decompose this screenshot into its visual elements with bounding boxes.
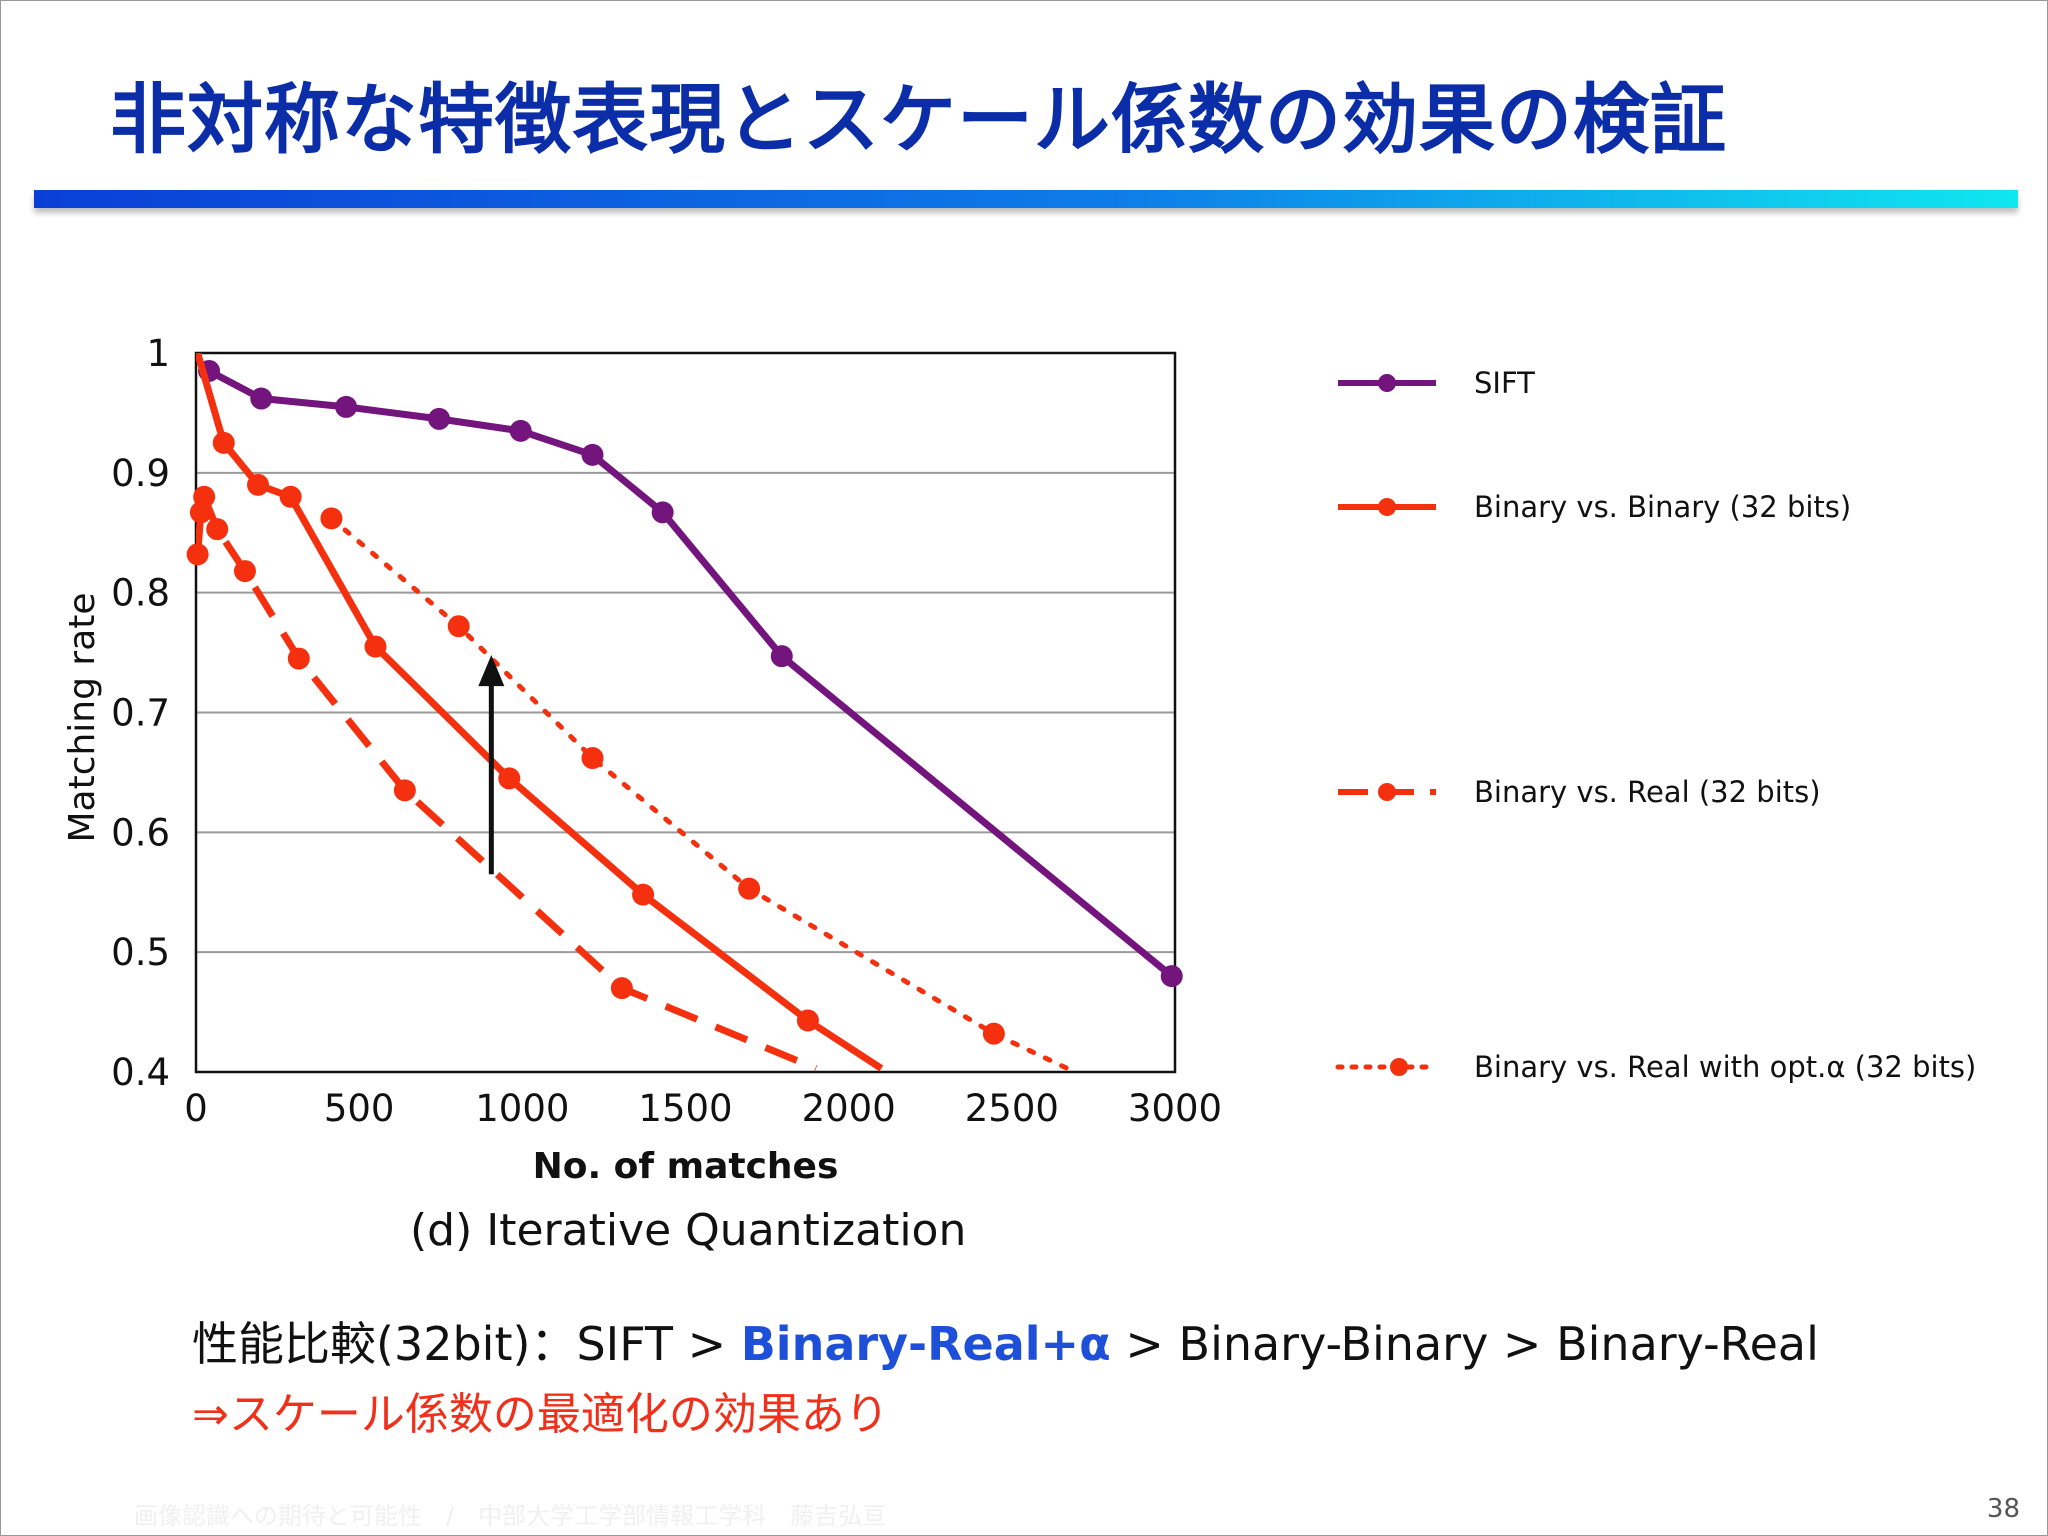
conclusion-text: ⇒スケール係数の最適化の効果あり [192,1389,889,1440]
series-point-2 [632,883,655,906]
legend-marker-4 [1390,1058,1408,1076]
series-point-3 [193,485,216,508]
series-point-3 [233,560,256,583]
series-line-3 [196,493,818,1072]
y-tick-label: 0.5 [111,931,170,974]
footer-text: 画像認識への期待と可能性 / 中部大学工学部情報工学科 藤吉弘亘 [134,1502,887,1530]
x-tick-label: 500 [324,1087,395,1130]
series-point-1 [509,419,532,442]
legend-marker-1 [1378,374,1396,392]
series-point-2 [212,431,235,454]
y-tick-label: 0.4 [111,1051,170,1094]
y-tick-label: 0.6 [111,811,170,854]
y-tick-label: 0.9 [111,452,170,495]
plot-frame [194,351,1177,1074]
x-axis-label: No. of matches [533,1146,839,1187]
x-tick-label: 3000 [1128,1087,1222,1130]
summary-suffix: > Binary-Binary > Binary-Real [1110,1317,1819,1371]
y-tick-label: 0.8 [111,572,170,615]
chart-caption: (d) Iterative Quantization [410,1205,967,1256]
series-point-1 [581,443,604,466]
series-point-1 [1160,965,1183,988]
x-tick-label: 0 [184,1087,208,1130]
series-point-2 [247,473,270,496]
annotation-arrowhead [478,654,505,687]
legend-label-2: Binary vs. Binary (32 bits) [1474,490,1851,524]
series-point-2 [364,635,387,658]
x-tick-label: 2500 [965,1087,1059,1130]
summary-prefix: 性能比較(32bit)：SIFT > [192,1317,741,1371]
slide-title: 非対称な特徴表現とスケール係数の効果の検証 [110,75,1727,164]
series-point-4 [447,615,470,638]
series-point-3 [206,518,229,541]
performance-summary: 性能比較(32bit)：SIFT > Binary-Real+α > Binar… [192,1308,1819,1374]
series-point-4 [982,1022,1005,1045]
series-point-1 [428,407,451,430]
x-tick-label: 2000 [802,1087,896,1130]
legend-marker-2 [1378,498,1396,516]
series-point-2 [796,1009,819,1032]
legend-label-3: Binary vs. Real (32 bits) [1474,775,1821,809]
y-tick-label: 0.7 [111,692,170,735]
series-point-3 [287,647,310,670]
summary-highlight: Binary-Real+α [740,1317,1111,1371]
series-point-1 [770,645,793,668]
series-point-2 [498,767,521,790]
series-point-2 [279,485,302,508]
series-point-4 [581,747,604,770]
y-tick-label: 1 [146,332,170,375]
legend-label-1: SIFT [1474,366,1535,400]
series-point-4 [320,507,343,530]
series-point-3 [393,779,416,802]
x-tick-label: 1500 [638,1087,732,1130]
series-point-1 [335,395,358,418]
legend-label-4: Binary vs. Real with opt.α (32 bits) [1474,1050,1976,1084]
series-point-3 [610,977,633,1000]
legend-marker-3 [1378,783,1396,801]
title-underline-bar [34,190,2018,208]
y-axis-label: Matching rate [62,592,103,842]
page-number: 38 [1986,1494,2020,1524]
series-point-4 [738,877,761,900]
series-point-1 [250,387,273,410]
series-point-1 [651,501,674,524]
series-line-4 [328,515,1070,1071]
x-tick-label: 1000 [475,1087,569,1130]
series-point-3 [186,543,209,566]
